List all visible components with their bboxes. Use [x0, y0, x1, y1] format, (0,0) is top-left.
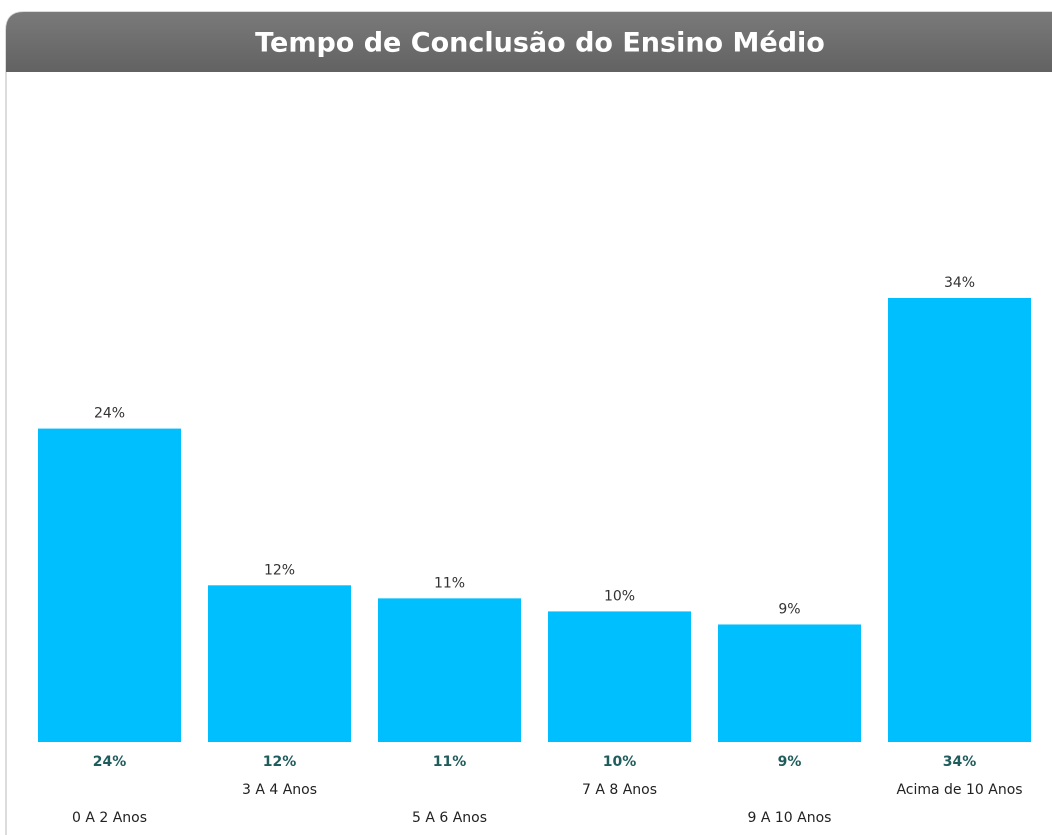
bar: [718, 624, 861, 742]
data-label-bottom: 10%: [603, 754, 637, 770]
data-label: 34%: [944, 275, 975, 291]
x-tick-label: 0 A 2 Anos: [72, 810, 147, 826]
data-label: 12%: [264, 562, 295, 578]
data-label-bottom: 24%: [93, 754, 127, 770]
x-tick-label: Acima de 10 Anos: [896, 782, 1022, 798]
chart-title: Tempo de Conclusão do Ensino Médio: [255, 28, 825, 59]
data-label: 24%: [94, 406, 125, 422]
header-bar: [6, 12, 1052, 72]
bar: [548, 611, 691, 742]
bar: [888, 298, 1031, 742]
bar: [208, 585, 351, 742]
data-label-bottom: 34%: [943, 754, 977, 770]
x-tick-label: 5 A 6 Anos: [412, 810, 487, 826]
bar: [38, 428, 181, 742]
data-label-bottom: 12%: [263, 754, 297, 770]
data-label: 9%: [778, 601, 800, 617]
x-tick-label: 3 A 4 Anos: [242, 782, 317, 798]
data-label-bottom: 11%: [433, 754, 467, 770]
bar: [378, 598, 521, 742]
data-label-bottom: 9%: [778, 754, 802, 770]
x-tick-label: 7 A 8 Anos: [582, 782, 657, 798]
data-label: 10%: [604, 588, 635, 604]
x-tick-label: 9 A 10 Anos: [748, 810, 832, 826]
data-label: 11%: [434, 575, 465, 591]
